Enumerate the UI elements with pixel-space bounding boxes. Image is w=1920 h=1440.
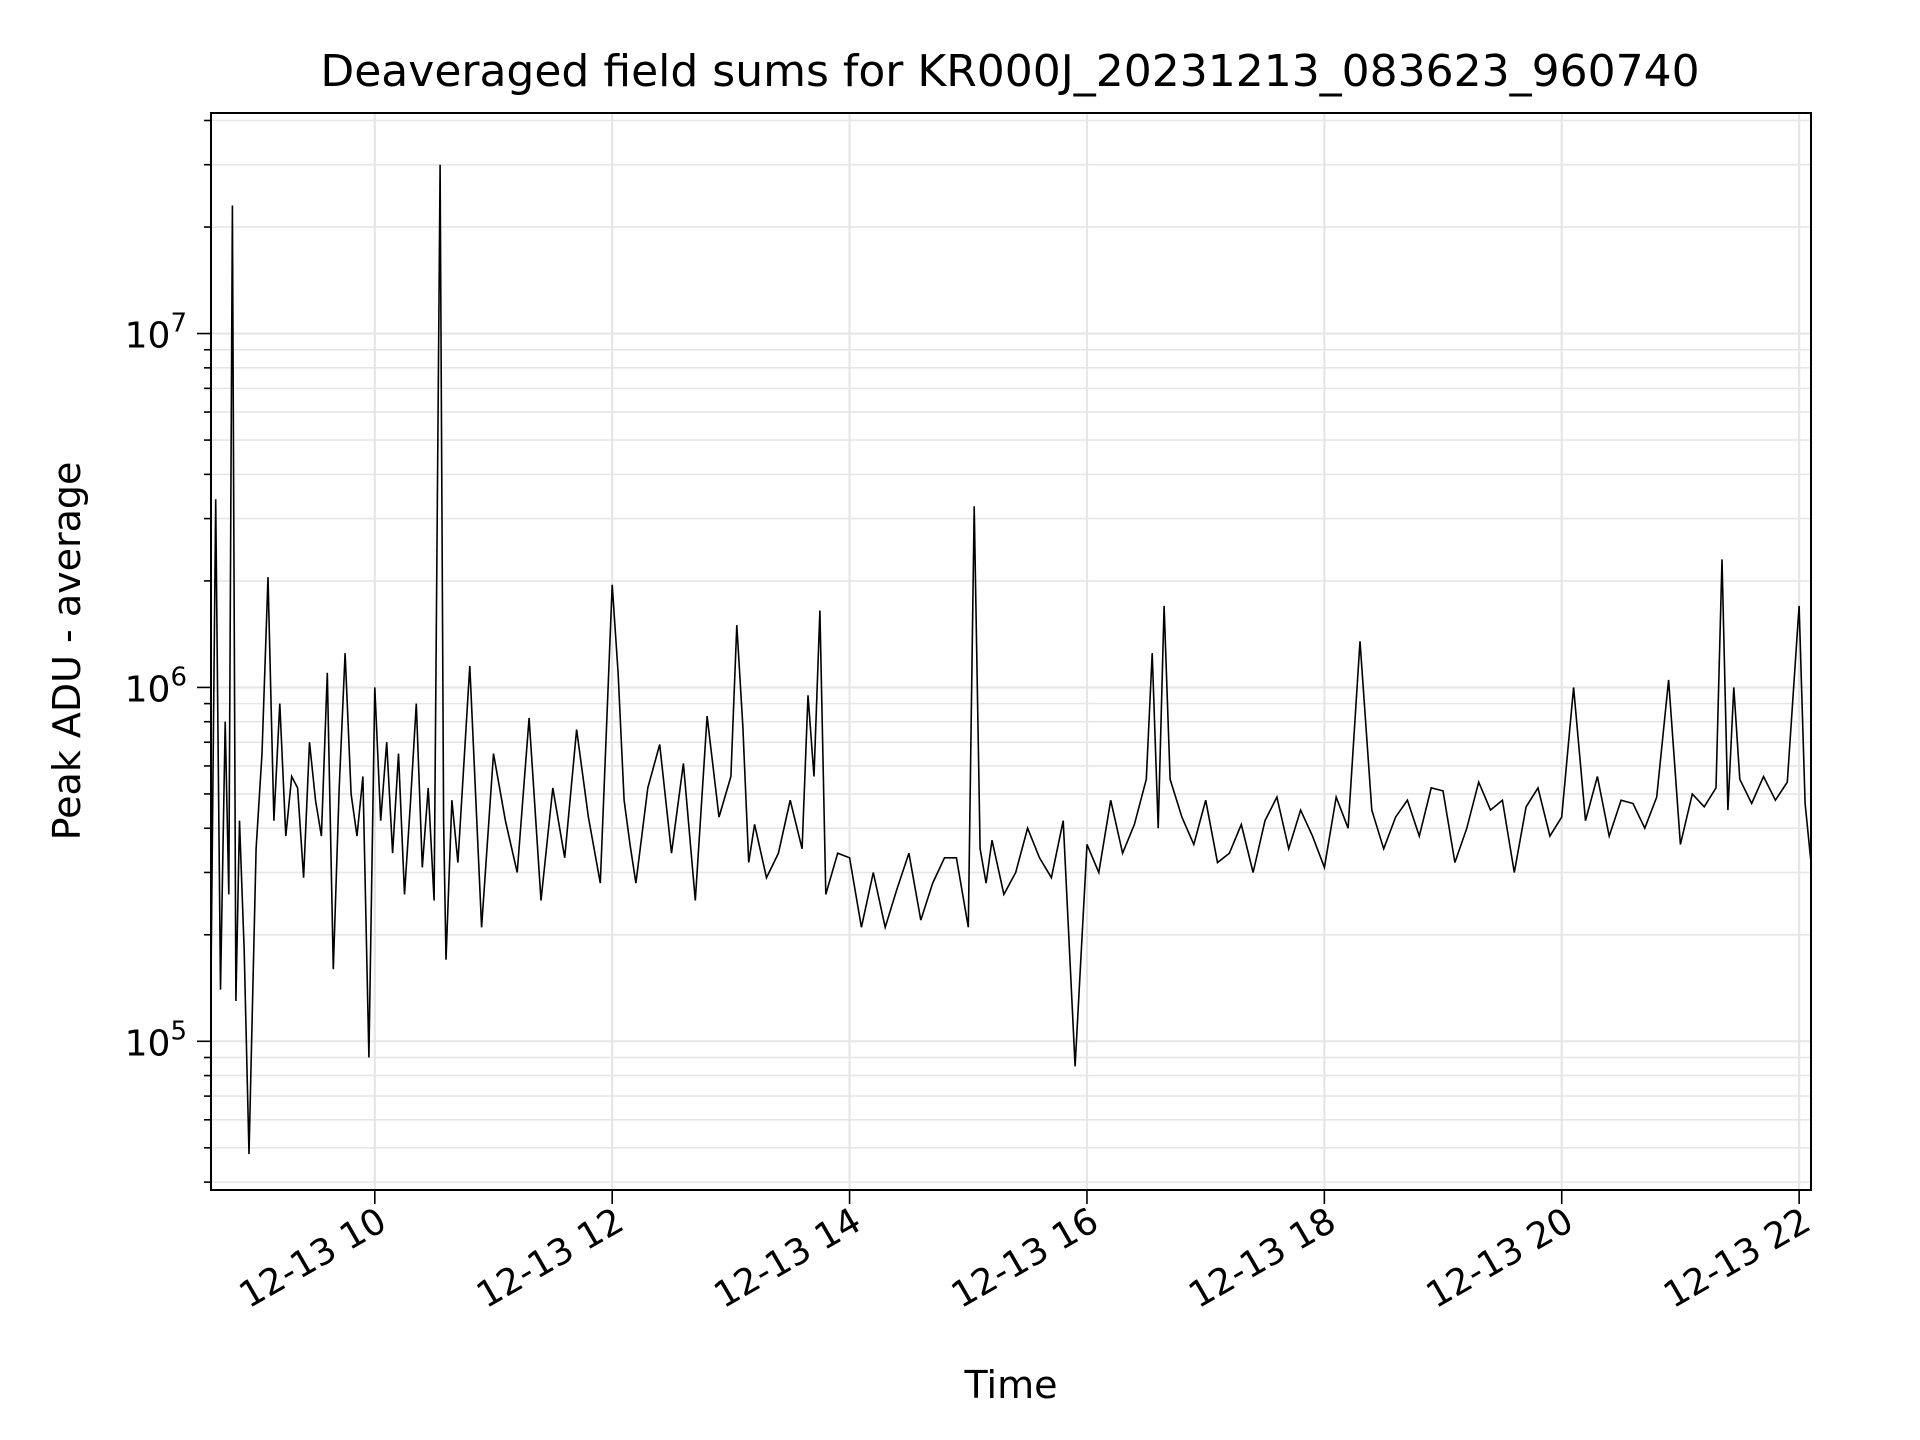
y-tick-label-base: 10 bbox=[125, 1023, 171, 1064]
y-tick-label: 106 bbox=[125, 662, 187, 710]
series-layer bbox=[211, 164, 1811, 1155]
plot-area-frame bbox=[210, 112, 1812, 1191]
grid bbox=[211, 113, 1811, 1190]
y-tick-label-exponent: 5 bbox=[170, 1016, 187, 1046]
y-tick-label: 107 bbox=[125, 309, 187, 357]
y-tick-label: 105 bbox=[125, 1016, 187, 1064]
y-tick-label-base: 10 bbox=[125, 669, 171, 710]
x-axis-label: Time bbox=[964, 1363, 1058, 1407]
y-tick-label-exponent: 7 bbox=[170, 309, 187, 339]
chart-title: Deaveraged field sums for KR000J_2023121… bbox=[320, 46, 1699, 97]
series-line-0 bbox=[211, 164, 1811, 1155]
y-tick-label-base: 10 bbox=[125, 316, 171, 357]
y-tick-label-exponent: 6 bbox=[170, 662, 187, 692]
y-axis-label: Peak ADU - average bbox=[45, 462, 89, 841]
